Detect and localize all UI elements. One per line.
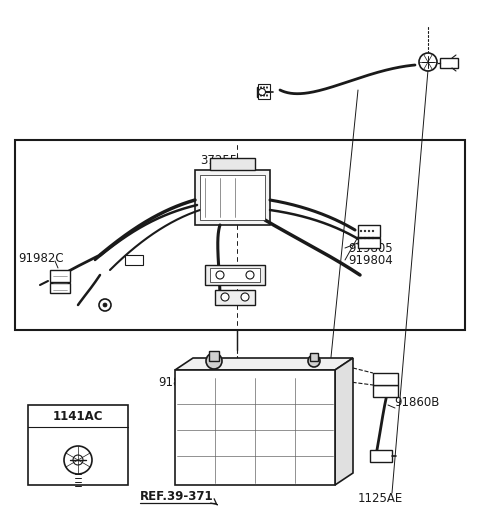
Circle shape — [364, 237, 366, 239]
Bar — [358, 225, 380, 237]
Circle shape — [360, 237, 362, 239]
Circle shape — [368, 230, 370, 232]
Bar — [175, 370, 335, 485]
Circle shape — [246, 271, 254, 279]
Bar — [50, 270, 70, 282]
Text: 1125AE: 1125AE — [358, 491, 403, 505]
Circle shape — [241, 293, 249, 301]
Bar — [205, 265, 265, 285]
Text: 91860A: 91860A — [158, 376, 203, 389]
Circle shape — [64, 446, 92, 474]
Text: 91200T: 91200T — [298, 464, 343, 476]
Circle shape — [73, 455, 83, 465]
Bar — [358, 238, 380, 248]
Bar — [125, 255, 143, 265]
Bar — [200, 175, 265, 220]
Circle shape — [259, 89, 265, 95]
Text: REF.39-371: REF.39-371 — [140, 490, 214, 504]
Text: 37255: 37255 — [200, 153, 237, 166]
Circle shape — [308, 355, 320, 367]
Text: 1141AC: 1141AC — [53, 410, 103, 423]
Polygon shape — [175, 358, 353, 370]
Text: 919805: 919805 — [348, 242, 393, 254]
Circle shape — [360, 230, 362, 232]
Circle shape — [419, 53, 437, 71]
Bar — [210, 158, 255, 170]
Bar — [209, 351, 219, 361]
Bar — [258, 84, 270, 91]
Bar — [258, 92, 270, 99]
Text: 91982C: 91982C — [18, 251, 64, 265]
Bar — [257, 87, 267, 97]
Circle shape — [266, 87, 268, 88]
Polygon shape — [335, 358, 353, 485]
Circle shape — [221, 293, 229, 301]
Circle shape — [260, 87, 262, 88]
Bar — [210, 268, 260, 282]
Text: 919804: 919804 — [348, 253, 393, 266]
Bar — [28, 405, 128, 485]
Circle shape — [372, 230, 374, 232]
Circle shape — [368, 237, 370, 239]
Circle shape — [263, 95, 265, 96]
Circle shape — [103, 303, 107, 307]
Text: 91860B: 91860B — [394, 397, 439, 409]
Circle shape — [260, 95, 262, 96]
Circle shape — [263, 87, 265, 88]
Bar — [15, 140, 465, 330]
Circle shape — [266, 95, 268, 96]
Bar — [50, 283, 70, 293]
Circle shape — [206, 353, 222, 369]
Circle shape — [99, 299, 111, 311]
Bar — [195, 170, 270, 225]
Circle shape — [216, 271, 224, 279]
Bar — [373, 373, 398, 385]
Bar — [215, 290, 255, 305]
Bar — [373, 385, 398, 397]
Circle shape — [364, 230, 366, 232]
Bar — [310, 353, 318, 361]
Bar — [370, 450, 392, 462]
Bar — [440, 58, 458, 68]
Circle shape — [372, 237, 374, 239]
